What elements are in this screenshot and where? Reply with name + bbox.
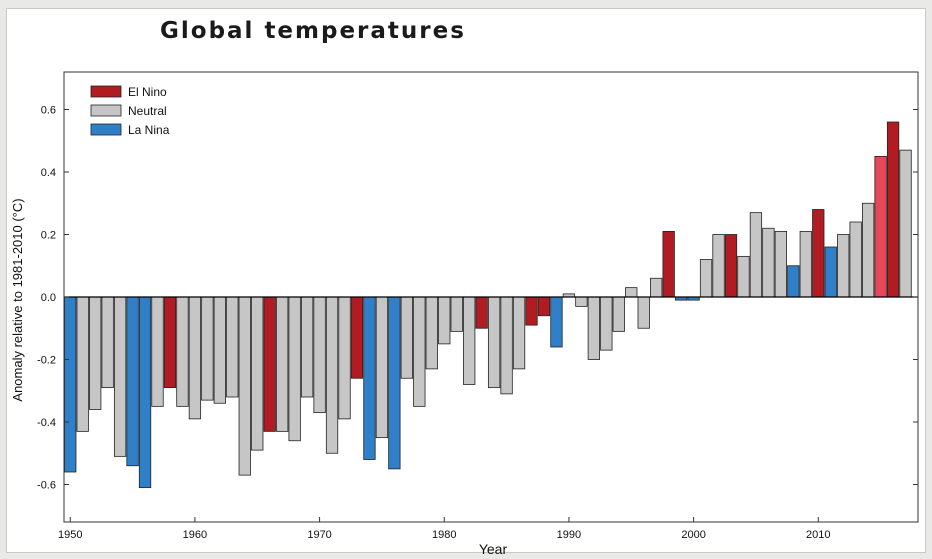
bar-2004 (737, 255, 750, 298)
y-axis-label: Anomaly relative to 1981-2010 (°C) (10, 198, 25, 401)
bar-1971 (325, 296, 339, 454)
bar-1979 (425, 296, 438, 370)
bar-1957 (151, 296, 164, 407)
bar-1967 (276, 296, 289, 432)
bar-2015 (874, 155, 887, 298)
y-tick-label: 0.4 (41, 167, 56, 179)
legend-swatch (90, 123, 122, 136)
bar-1974 (363, 296, 376, 460)
bar-2017 (899, 149, 912, 298)
bar-1962 (213, 296, 226, 404)
bar-1998 (662, 230, 675, 298)
x-axis-ticks: 1950 1960 1970 1980 1990 2000 2010 (58, 517, 831, 541)
x-tick-label: 1970 (307, 529, 331, 541)
bar-1997 (650, 277, 663, 298)
bar-1978 (413, 296, 426, 407)
bar-1991 (575, 296, 588, 307)
legend-label: Neutral (128, 104, 167, 118)
bar-1976 (388, 296, 401, 470)
legend-label: La Nina (128, 123, 170, 137)
bar-1968 (288, 296, 301, 442)
bar-1984 (487, 296, 501, 389)
bar-2005 (749, 212, 763, 298)
bar-2016 (886, 121, 900, 298)
bar-1995 (625, 287, 638, 298)
bar-1985 (500, 296, 513, 395)
x-tick-label: 2010 (806, 529, 830, 541)
bar-1994 (612, 296, 625, 332)
bar-1959 (176, 296, 189, 407)
bar-2013 (849, 221, 862, 298)
bar-1975 (375, 296, 389, 439)
bar-1952 (89, 296, 102, 410)
bar-1960 (188, 296, 202, 420)
x-axis-label: Year (479, 541, 508, 557)
legend: El Nino Neutral La Nina (90, 85, 170, 137)
bar-1977 (400, 296, 413, 379)
legend-label: El Nino (128, 85, 167, 99)
legend-swatch (90, 85, 122, 98)
bar-1988 (537, 296, 551, 317)
bar-1983 (475, 296, 488, 329)
bar-2002 (712, 234, 725, 298)
bar-1986 (512, 296, 526, 370)
y-tick-label: 0.6 (41, 105, 56, 117)
bar-1989 (550, 296, 563, 348)
bar-1963 (226, 296, 239, 398)
x-tick-label: 1980 (432, 529, 456, 541)
bar-1956 (138, 296, 152, 489)
bar-1993 (600, 296, 613, 351)
bar-1965 (251, 296, 264, 451)
bar-1964 (238, 296, 251, 476)
legend-swatch (90, 104, 122, 117)
bar-2003 (724, 234, 738, 298)
bar-1961 (201, 296, 214, 401)
y-tick-label: 0.0 (41, 292, 56, 304)
bar-1966 (263, 296, 276, 432)
bar-2006 (762, 227, 775, 298)
bar-2007 (774, 230, 788, 298)
bars-layer (64, 121, 912, 489)
bar-1958 (163, 296, 177, 389)
bar-1969 (300, 296, 314, 398)
bar-2014 (862, 202, 875, 298)
bar-1981 (450, 296, 463, 332)
bar-1950 (64, 296, 77, 473)
bar-2001 (699, 259, 713, 298)
bar-1996 (637, 296, 650, 329)
y-tick-label: 0.2 (41, 230, 56, 242)
bar-2010 (812, 209, 825, 298)
x-tick-label: 1950 (58, 529, 82, 541)
bar-1955 (126, 296, 139, 467)
y-axis-ticks: -0.6 -0.4 -0.2 0.0 0.2 0.4 0.6 (37, 105, 918, 492)
bar-2011 (824, 246, 837, 298)
bar-1973 (350, 296, 364, 379)
bar-1982 (463, 296, 476, 385)
bar-1951 (76, 296, 89, 432)
bar-1953 (101, 296, 114, 389)
chart-title: Global temperatures (160, 18, 466, 44)
x-tick-label: 2000 (681, 529, 705, 541)
bar-1987 (525, 296, 538, 326)
y-tick-label: -0.6 (37, 480, 56, 492)
bar-1972 (338, 296, 351, 420)
x-tick-label: 1990 (557, 529, 581, 541)
bar-2009 (799, 230, 812, 298)
bar-2012 (837, 234, 850, 298)
bar-1980 (438, 296, 451, 345)
x-tick-label: 1960 (183, 529, 207, 541)
bar-2008 (787, 265, 800, 298)
bar-1970 (313, 296, 326, 414)
bar-1954 (113, 296, 127, 457)
y-tick-label: -0.2 (37, 355, 56, 367)
bar-1992 (587, 296, 600, 360)
y-tick-label: -0.4 (37, 417, 56, 429)
